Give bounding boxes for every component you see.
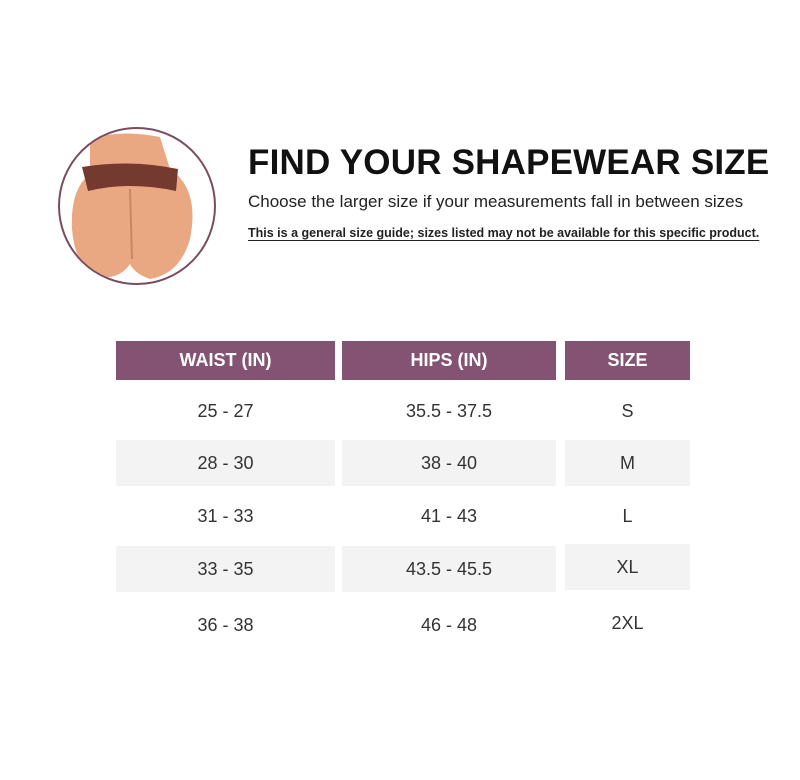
hips-cell: 35.5 - 37.5 <box>405 400 493 421</box>
waist-cell: 33 - 35 <box>116 546 335 592</box>
column-header-waist: WAIST (IN) <box>116 341 335 380</box>
page-title: FIND YOUR SHAPEWEAR SIZE <box>248 143 770 182</box>
size-cell: 2XL <box>611 612 644 633</box>
product-image <box>58 127 216 285</box>
waist-cell: 31 - 33 <box>197 505 254 526</box>
disclaimer: This is a general size guide; sizes list… <box>248 226 760 240</box>
size-cell: L <box>622 505 633 526</box>
hips-cell: 41 - 43 <box>420 505 478 526</box>
size-cell: S <box>621 400 634 421</box>
hips-cell: 46 - 48 <box>420 614 478 635</box>
size-cell: XL <box>565 544 690 590</box>
hips-cell: 38 - 40 <box>342 440 556 486</box>
hips-cell: 43.5 - 45.5 <box>342 546 556 592</box>
column-header-hips: HIPS (IN) <box>342 341 556 380</box>
subtitle: Choose the larger size if your measureme… <box>248 192 744 211</box>
waist-cell: 25 - 27 <box>197 400 254 421</box>
size-cell: M <box>565 440 690 486</box>
waist-cell: 28 - 30 <box>116 440 335 486</box>
column-header-size: SIZE <box>565 341 690 380</box>
shapewear-illustration-icon <box>71 133 193 279</box>
waist-cell: 36 - 38 <box>197 614 254 635</box>
